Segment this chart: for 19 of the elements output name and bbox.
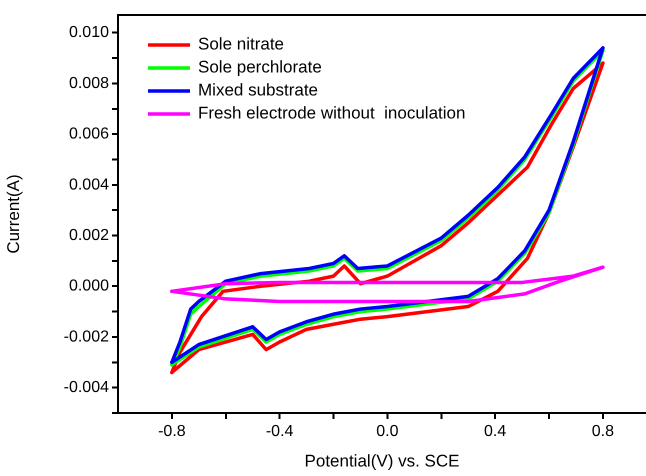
- y-tick-label: 0.000: [68, 278, 110, 295]
- x-tick-label: -0.8: [158, 423, 186, 440]
- x-axis-title: Potential(V) vs. SCE: [304, 451, 460, 470]
- y-axis-title: Current(A): [4, 174, 23, 254]
- legend-label: Sole nitrate: [198, 34, 284, 54]
- x-tick-label: -0.4: [266, 423, 294, 440]
- x-tick-label: 0.4: [484, 423, 506, 440]
- x-tick-label: 0.8: [592, 423, 614, 440]
- y-tick-label: -0.002: [64, 328, 110, 346]
- legend-label: Fresh electrode without inoculation: [198, 104, 466, 123]
- y-tick-label: 0.010: [68, 24, 110, 42]
- x-tick-label: 0.0: [376, 423, 399, 440]
- y-tick-label: 0.002: [68, 226, 110, 244]
- y-tick-label: 0.004: [68, 176, 110, 194]
- y-tick-label: 0.006: [68, 126, 110, 143]
- y-tick-label: -0.004: [64, 379, 110, 396]
- legend-label: Sole perchlorate: [198, 58, 322, 77]
- y-tick-label: 0.008: [68, 74, 110, 92]
- legend-label: Mixed substrate: [198, 80, 318, 100]
